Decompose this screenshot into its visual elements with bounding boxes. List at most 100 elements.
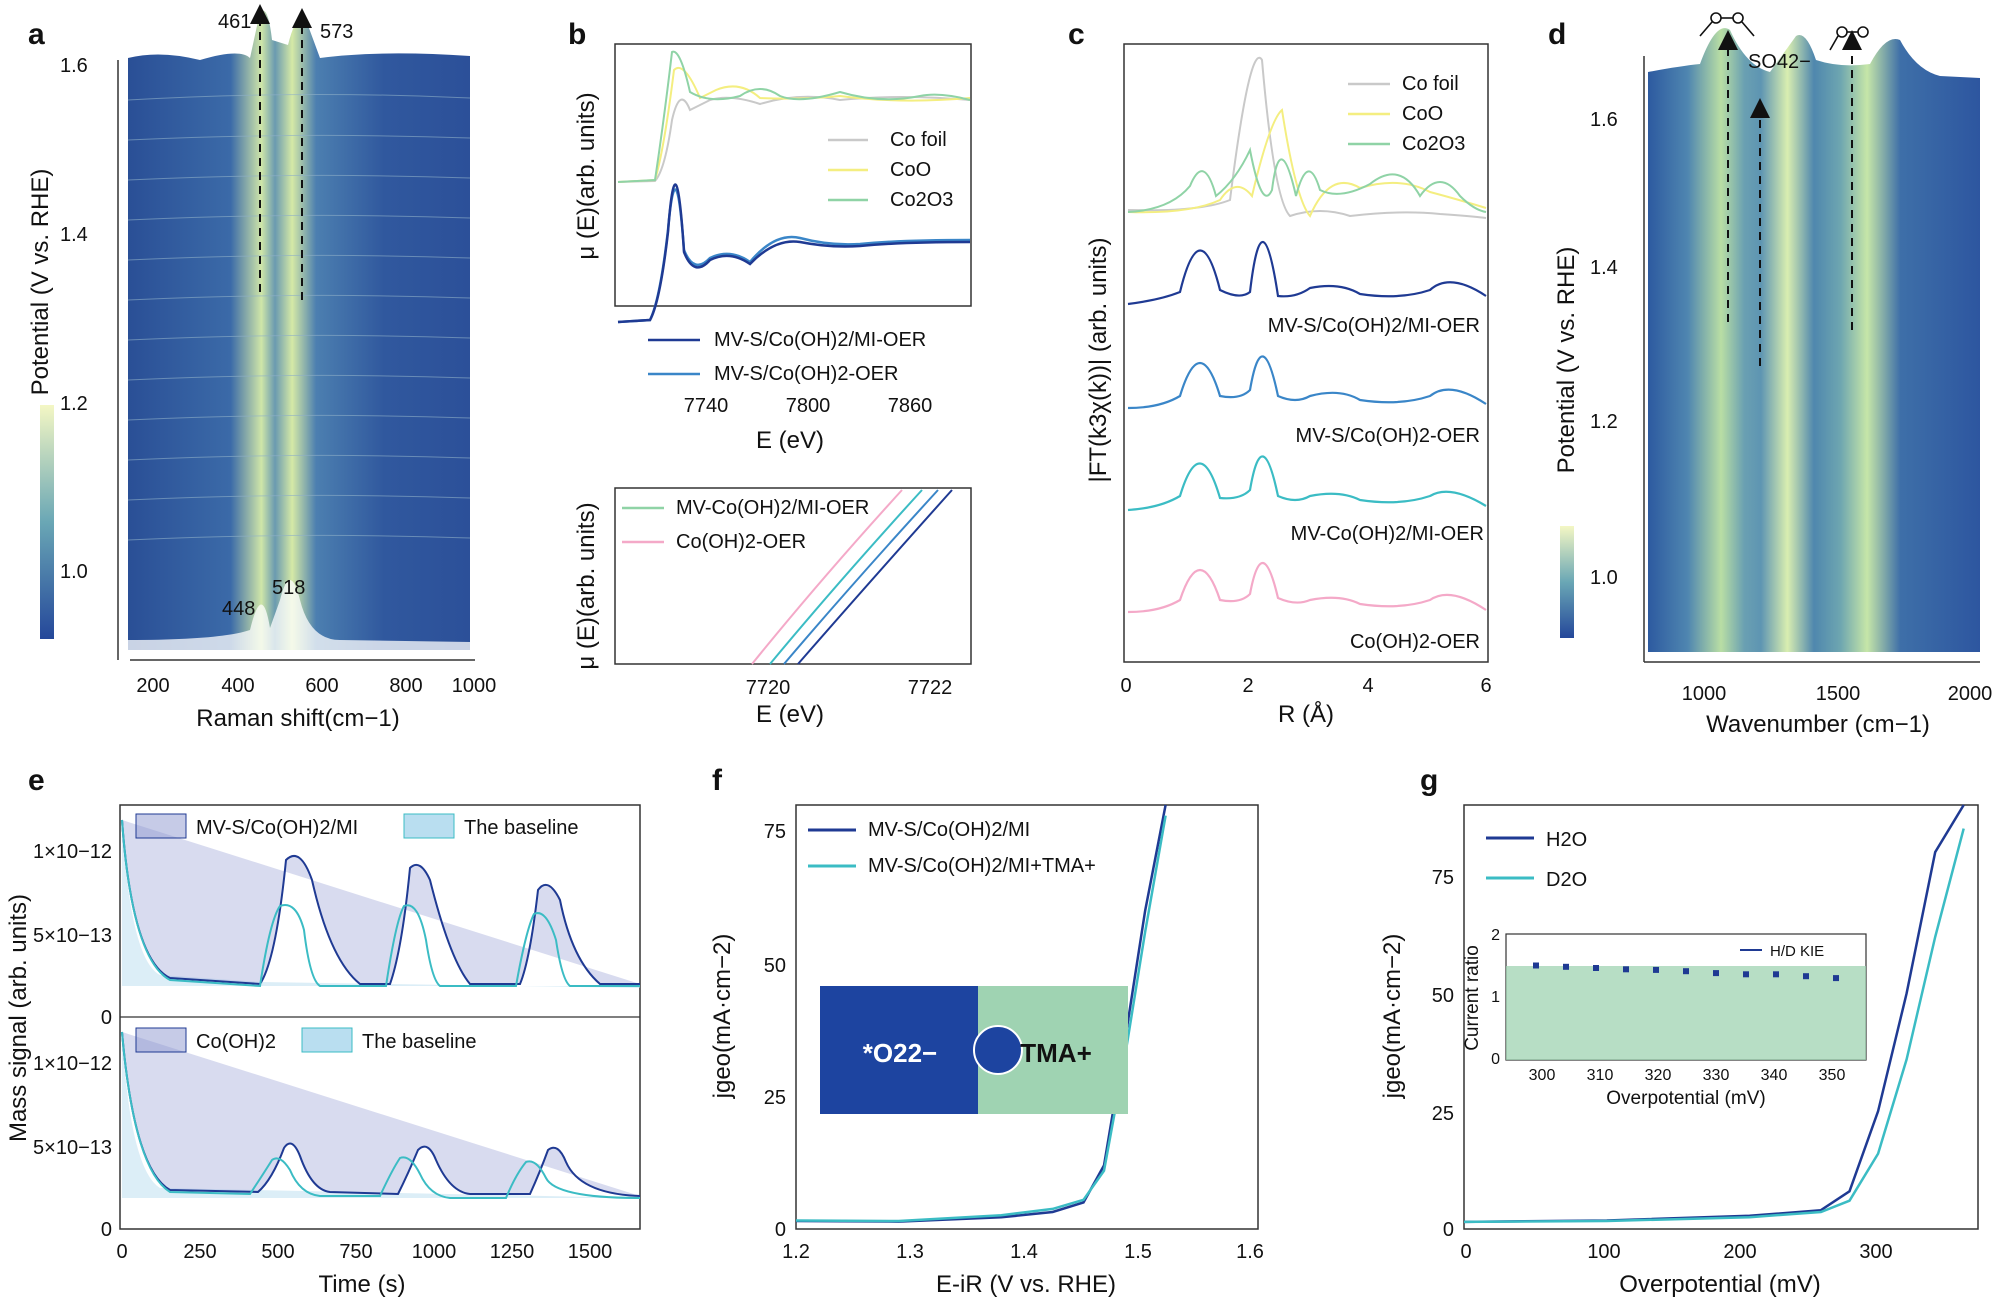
inset-point — [1683, 968, 1689, 975]
panel-g-inset: H/D KIE Current ratio 0 1 2 300 310 320 … — [1462, 927, 1867, 1109]
panel-g-xlabel: Overpotential (mV) — [1619, 1271, 1820, 1298]
panel-a-colorbar — [40, 405, 54, 639]
panel-g-ytick: 0 — [1443, 1219, 1454, 1241]
panel-e-legend: Co(OH)2 — [196, 1031, 276, 1053]
panel-d-ylabel: Potential (V vs. RHE) — [1553, 247, 1580, 474]
panel-f-yticks: 0 25 50 75 — [764, 821, 786, 1241]
panel-e-xlabel: Time (s) — [318, 1271, 405, 1298]
inset-xtick: 320 — [1645, 1067, 1672, 1084]
panel-a-peak-label: 573 — [320, 21, 353, 43]
panel-a-peak-label: 518 — [272, 577, 305, 599]
panel-a: a Potential (V vs. RHE) 1.0 1.2 1.4 1.6 … — [27, 4, 496, 732]
panel-label-g: g — [1420, 764, 1438, 797]
panel-f-ytick: 0 — [775, 1219, 786, 1241]
inset-xticks: 300 310 320 330 340 350 — [1529, 1067, 1846, 1084]
panel-g-xtick: 0 — [1460, 1241, 1471, 1263]
legend-swatch — [301, 1027, 353, 1053]
panel-a-ylabel: Potential (V vs. RHE) — [27, 169, 54, 396]
inset-xtick: 330 — [1703, 1067, 1730, 1084]
panel-f-series-2 — [795, 815, 1167, 1223]
panel-d-xtick: 1500 — [1816, 683, 1861, 705]
inset-point — [1593, 965, 1599, 971]
panel-b-xticks: 7740 7800 7860 — [684, 395, 933, 417]
panel-b-xtick: 7800 — [786, 395, 831, 417]
inset-ytick: 0 — [1491, 1051, 1500, 1068]
panel-d-ytick: 1.2 — [1590, 411, 1618, 433]
panel-g-legend: D2O — [1546, 869, 1587, 891]
panel-f-xtick: 1.3 — [896, 1241, 924, 1263]
panel-c-sample-curves — [1127, 241, 1487, 614]
panel-c: c |FT(k3χ(k))| (arb. units) Co foil CoO … — [1068, 18, 1492, 728]
panel-e-ytick: 5×10−13 — [33, 1137, 112, 1159]
panel-c-legend: Co foil CoO Co2O3 — [1348, 73, 1465, 155]
panel-c-curve-label: MV-S/Co(OH)2-OER — [1296, 425, 1480, 447]
panel-d: d Potential (V vs. RHE) 1.0 1.2 1.4 1.6 … — [1548, 12, 1992, 738]
panel-c-legend: Co2O3 — [1402, 133, 1465, 155]
panel-a-xticks: 200 400 600 800 1000 — [136, 675, 496, 697]
panel-b-legend-top: Co foil CoO Co2O3 — [828, 129, 953, 211]
superoxo-motif-icon — [1829, 26, 1869, 51]
panel-f-xlabel: E-iR (V vs. RHE) — [936, 1271, 1116, 1298]
panel-c-curve-label: MV-S/Co(OH)2/MI-OER — [1268, 315, 1480, 337]
panel-c-xtick: 2 — [1242, 675, 1253, 697]
panel-a-spectra-lines — [127, 93, 471, 541]
panel-b-legend: MV-S/Co(OH)2-OER — [714, 363, 898, 385]
panel-f: f jgeo(mA·cm−2) MV-S/Co(OH)2/MI MV-S/Co(… — [709, 764, 1264, 1298]
panel-c-ref-curves — [1127, 56, 1487, 219]
legend-swatch — [135, 1027, 187, 1053]
panel-e-xtick: 1500 — [568, 1241, 613, 1263]
puzzle-schematic: *O22− TMA+ — [820, 986, 1128, 1114]
panel-b-legend: MV-Co(OH)2/MI-OER — [676, 497, 869, 519]
inset-point — [1803, 973, 1809, 980]
inset-ylabel: Current ratio — [1462, 945, 1483, 1051]
panel-d-xtick: 1000 — [1682, 683, 1727, 705]
panel-g-xtick: 300 — [1859, 1241, 1892, 1263]
panel-d-colorbar — [1560, 526, 1574, 638]
panel-d-xlabel: Wavenumber (cm−1) — [1706, 711, 1930, 738]
panel-e-ytick: 5×10−13 — [33, 925, 112, 947]
panel-e-xtick: 1250 — [490, 1241, 535, 1263]
inset-xtick: 300 — [1529, 1067, 1556, 1084]
panel-c-frame — [1123, 43, 1489, 663]
panel-e-ylabel: Mass signal (arb. units) — [5, 894, 32, 1142]
panel-e-ytick: 1×10−12 — [33, 841, 112, 863]
panel-b-xticks2: 7720 7722 — [746, 677, 953, 699]
inset-ytick: 1 — [1491, 989, 1500, 1006]
panel-g-xtick: 100 — [1587, 1241, 1620, 1263]
panel-a-xtick: 1000 — [452, 675, 497, 697]
panel-g-yticks: 0 25 50 75 — [1432, 867, 1454, 1241]
inset-band — [1506, 966, 1866, 1060]
panel-b-xlabel: E (eV) — [756, 427, 824, 454]
inset-legend: H/D KIE — [1770, 943, 1824, 960]
panel-b-legend: Co(OH)2-OER — [676, 531, 806, 553]
panel-d-yticks: 1.0 1.2 1.4 1.6 — [1590, 109, 1618, 589]
inset-point — [1833, 975, 1839, 982]
panel-e-ytick: 0 — [101, 1219, 112, 1241]
panel-e-yticks: 0 5×10−13 1×10−12 0 5×10−13 1×10−12 — [33, 841, 112, 1241]
panel-b-zoom-curves — [751, 489, 953, 665]
inset-point — [1563, 963, 1569, 970]
panel-e-legend: MV-S/Co(OH)2/MI — [196, 817, 358, 839]
panel-b-sample-curves — [617, 183, 971, 324]
panel-d-ytick: 1.4 — [1590, 257, 1618, 279]
inset-point — [1743, 971, 1749, 978]
panel-b-ref-curves — [617, 50, 971, 183]
panel-f-ytick: 75 — [764, 821, 786, 843]
panel-b-xtick: 7722 — [908, 677, 953, 699]
panel-g-legend: H2O — [1546, 829, 1587, 851]
inset-point — [1533, 962, 1539, 969]
panel-b-legend: Co foil — [890, 129, 947, 151]
panel-label-f: f — [712, 764, 723, 797]
panel-e-ytick: 1×10−12 — [33, 1053, 112, 1075]
panel-b-legend-bot: MV-Co(OH)2/MI-OER Co(OH)2-OER — [622, 497, 869, 553]
panel-a-bottom-spectrum — [128, 580, 470, 650]
panel-b: b μ (E)(arb. units) Co foil CoO Co2O3 MV… — [568, 18, 972, 728]
panel-b-xlabel2: E (eV) — [756, 701, 824, 728]
panel-c-curve-label: Co(OH)2-OER — [1350, 631, 1480, 653]
panel-a-ytick: 1.0 — [60, 561, 88, 583]
panel-g-ylabel: jgeo(mA·cm−2) — [1379, 934, 1406, 1100]
panel-label-c: c — [1068, 18, 1085, 51]
panel-e-xtick: 1000 — [412, 1241, 457, 1263]
panel-b-xtick: 7720 — [746, 677, 791, 699]
panel-f-ytick: 25 — [764, 1087, 786, 1109]
